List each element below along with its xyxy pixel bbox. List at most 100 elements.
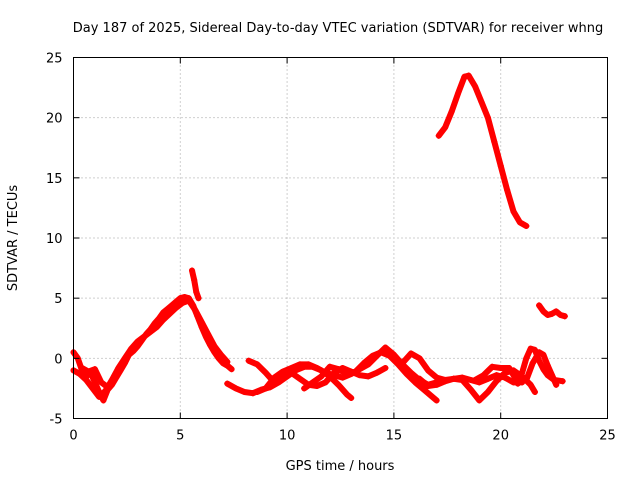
- data-point: [442, 124, 449, 131]
- data-point: [134, 338, 141, 345]
- data-point: [561, 313, 568, 320]
- data-point: [191, 277, 198, 284]
- data-point: [262, 369, 269, 376]
- data-point: [497, 364, 504, 371]
- y-axis-label: SDTVAR / TECUs: [6, 185, 21, 292]
- x-tick-label: 25: [599, 429, 616, 444]
- data-point: [89, 385, 96, 392]
- data-point: [442, 378, 449, 385]
- data-point: [76, 370, 83, 377]
- data-point: [205, 331, 212, 338]
- data-point: [433, 381, 440, 388]
- data-point: [352, 368, 359, 375]
- data-point: [472, 83, 479, 90]
- data-point: [484, 389, 491, 396]
- data-point: [177, 295, 184, 302]
- series-trace-l: [514, 345, 566, 387]
- data-point: [192, 307, 199, 314]
- chart-title: Day 187 of 2025, Sidereal Day-to-day VTE…: [73, 21, 604, 36]
- data-point: [147, 328, 154, 335]
- data-point: [557, 312, 564, 319]
- data-point: [83, 376, 90, 383]
- data-point: [553, 308, 560, 315]
- data-point: [185, 297, 192, 304]
- data-point: [179, 299, 186, 306]
- data-point: [478, 99, 485, 106]
- data-point: [224, 380, 231, 387]
- y-tick-label: 15: [46, 172, 63, 187]
- data-point: [399, 360, 406, 367]
- data-point: [288, 364, 295, 371]
- data-point: [128, 345, 135, 352]
- data-point: [322, 379, 329, 386]
- data-point: [331, 372, 338, 379]
- data-point: [493, 378, 500, 385]
- data-point: [193, 289, 200, 296]
- data-point: [491, 138, 498, 145]
- data-point: [160, 316, 167, 323]
- data-point: [85, 368, 92, 375]
- data-point: [480, 372, 487, 379]
- data-point: [305, 361, 312, 368]
- y-tick-label: 25: [46, 52, 63, 67]
- data-point: [484, 375, 491, 382]
- data-point: [279, 368, 286, 375]
- data-point: [166, 310, 173, 317]
- data-point: [527, 345, 534, 352]
- data-point: [461, 73, 468, 80]
- data-point: [314, 364, 321, 371]
- data-point: [382, 344, 389, 351]
- data-point: [108, 376, 115, 383]
- data-point: [510, 208, 517, 215]
- data-point: [465, 72, 472, 79]
- data-point: [339, 374, 346, 381]
- data-point: [544, 312, 551, 319]
- data-point: [153, 324, 160, 331]
- x-tick-label: 5: [176, 429, 184, 444]
- data-point: [407, 350, 414, 357]
- data-point: [314, 383, 321, 390]
- data-point: [416, 375, 423, 382]
- data-point: [335, 381, 342, 388]
- data-point: [241, 389, 248, 396]
- data-point: [96, 393, 103, 400]
- data-point: [540, 308, 547, 315]
- x-axis-label: GPS time / hours: [286, 459, 395, 474]
- data-point: [91, 379, 98, 386]
- data-point: [454, 90, 461, 97]
- data-point: [100, 397, 107, 404]
- data-point: [318, 373, 325, 380]
- series-trace-m: [435, 72, 530, 229]
- data-point: [121, 355, 128, 362]
- data-point: [335, 366, 342, 373]
- data-point: [476, 397, 483, 404]
- data-point: [217, 351, 224, 358]
- data-point: [433, 374, 440, 381]
- data-point: [104, 384, 111, 391]
- data-point: [435, 132, 442, 139]
- data-point: [504, 186, 511, 193]
- data-point: [301, 385, 308, 392]
- data-point: [382, 364, 389, 371]
- y-tick-label: 10: [46, 232, 63, 247]
- data-point: [173, 304, 180, 311]
- data-point: [531, 389, 538, 396]
- data-point: [523, 222, 530, 229]
- data-point: [531, 346, 538, 353]
- data-point: [232, 385, 239, 392]
- series-layer: [70, 72, 568, 404]
- data-point: [450, 375, 457, 382]
- data-point: [195, 295, 202, 302]
- x-tick-label: 15: [386, 429, 403, 444]
- data-point: [529, 360, 536, 367]
- data-point: [544, 362, 551, 369]
- data-point: [181, 293, 188, 300]
- data-point: [98, 379, 105, 386]
- data-point: [425, 383, 432, 390]
- data-point: [211, 343, 218, 350]
- y-tick-label: -5: [50, 413, 63, 428]
- data-point: [348, 395, 355, 402]
- data-point: [523, 355, 530, 362]
- data-point: [467, 386, 474, 393]
